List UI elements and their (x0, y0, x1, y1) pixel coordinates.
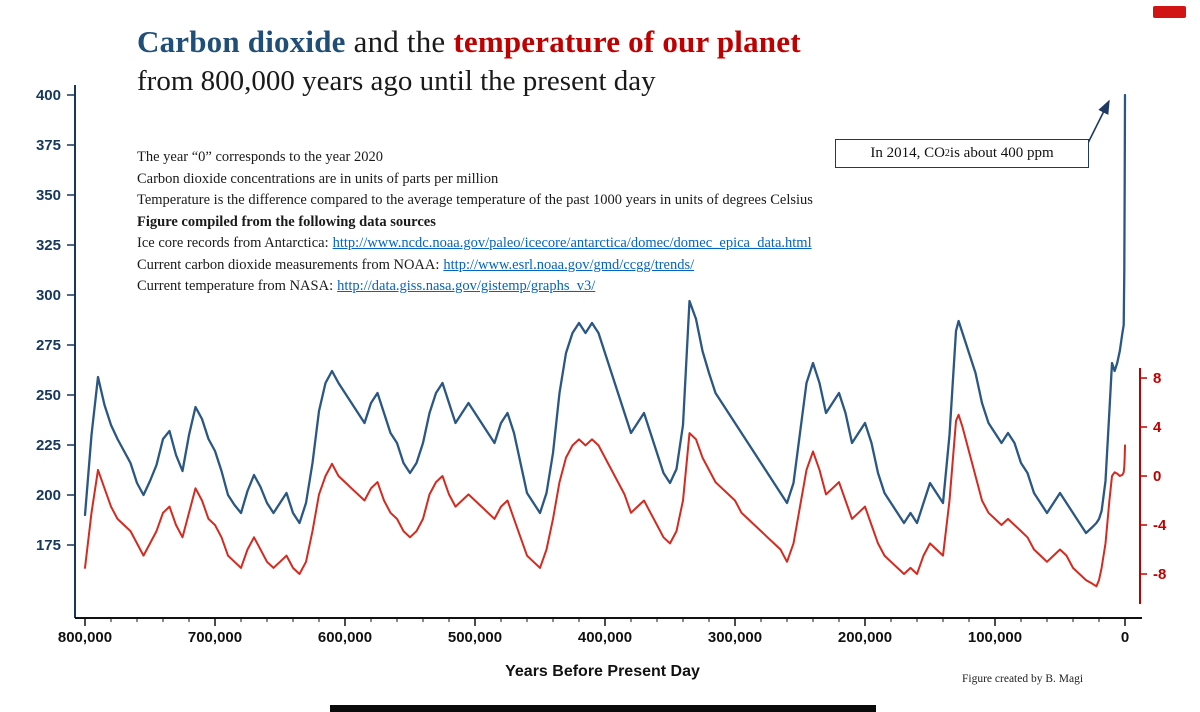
svg-text:-8: -8 (1153, 566, 1166, 583)
source-nasa-link[interactable]: http://data.giss.nasa.gov/gistemp/graphs… (337, 278, 596, 294)
svg-text:400: 400 (36, 87, 61, 104)
svg-text:175: 175 (36, 537, 61, 554)
top-right-red-mark (1153, 6, 1186, 18)
svg-text:275: 275 (36, 337, 61, 354)
source-antarctica: Ice core records from Antarctica: http://… (137, 233, 813, 255)
note-year-zero: The year “0” corresponds to the year 202… (137, 149, 383, 165)
svg-text:100,000: 100,000 (968, 629, 1022, 646)
source-antarctica-link[interactable]: http://www.ncdc.noaa.gov/paleo/icecore/a… (332, 235, 812, 251)
svg-text:350: 350 (36, 187, 61, 204)
source-nasa: Current temperature from NASA: http://dat… (137, 276, 813, 298)
svg-text:325: 325 (36, 237, 61, 254)
figure-credit: Figure created by B. Magi (962, 673, 1084, 685)
svg-text:600,000: 600,000 (318, 629, 372, 646)
source-antarctica-label: Ice core records from Antarctica: (137, 235, 329, 251)
svg-text:300: 300 (36, 287, 61, 304)
annotation-suffix: is about 400 ppm (949, 145, 1054, 161)
svg-text:4: 4 (1153, 419, 1162, 436)
bottom-black-bar (330, 705, 876, 712)
svg-text:8: 8 (1153, 370, 1161, 387)
title-temperature: temperature of our planet (453, 24, 801, 59)
source-noaa: Current carbon dioxide measurements from… (137, 255, 813, 277)
svg-text:300,000: 300,000 (708, 629, 762, 646)
title-carbon-dioxide: Carbon dioxide (137, 24, 346, 59)
note-sources-header: Figure compiled from the following data … (137, 213, 436, 230)
svg-text:250: 250 (36, 387, 61, 404)
svg-text:-4: -4 (1153, 517, 1167, 534)
source-noaa-label: Current carbon dioxide measurements from… (137, 256, 440, 273)
note-co2-units: Carbon dioxide concentrations are in uni… (137, 170, 499, 187)
annotation-arrow (1085, 99, 1110, 148)
svg-text:200: 200 (36, 487, 61, 504)
title-line2: from 800,000 years ago until the present… (137, 65, 656, 97)
svg-text:200,000: 200,000 (838, 629, 892, 646)
svg-text:225: 225 (36, 437, 61, 454)
annotation-prefix: In 2014, CO (870, 145, 945, 161)
title-and-the: and the (345, 24, 454, 59)
svg-text:0: 0 (1121, 629, 1129, 646)
svg-text:700,000: 700,000 (188, 629, 242, 646)
svg-text:0: 0 (1153, 468, 1161, 485)
note-temp-units: Temperature is the difference compared t… (137, 192, 813, 208)
svg-text:500,000: 500,000 (448, 629, 502, 646)
chart-series (83, 93, 1127, 588)
page-title: Carbon dioxide and the temperature of ou… (137, 24, 801, 98)
svg-text:800,000: 800,000 (58, 629, 112, 646)
x-axis-title: Years Before Present Day (505, 663, 700, 680)
annotation-subscript: 2 (944, 148, 950, 159)
notes-block: The year “0” corresponds to the year 202… (137, 147, 813, 298)
title-line1: Carbon dioxide and the temperature of ou… (137, 24, 801, 60)
source-nasa-label: Current temperature from NASA: (137, 278, 334, 294)
annotation-box: In 2014, CO 2 is about 400 ppm (835, 139, 1089, 168)
svg-text:400,000: 400,000 (578, 629, 632, 646)
svg-text:375: 375 (36, 137, 61, 154)
source-noaa-link[interactable]: http://www.esrl.noaa.gov/gmd/ccgg/trends… (443, 256, 695, 273)
